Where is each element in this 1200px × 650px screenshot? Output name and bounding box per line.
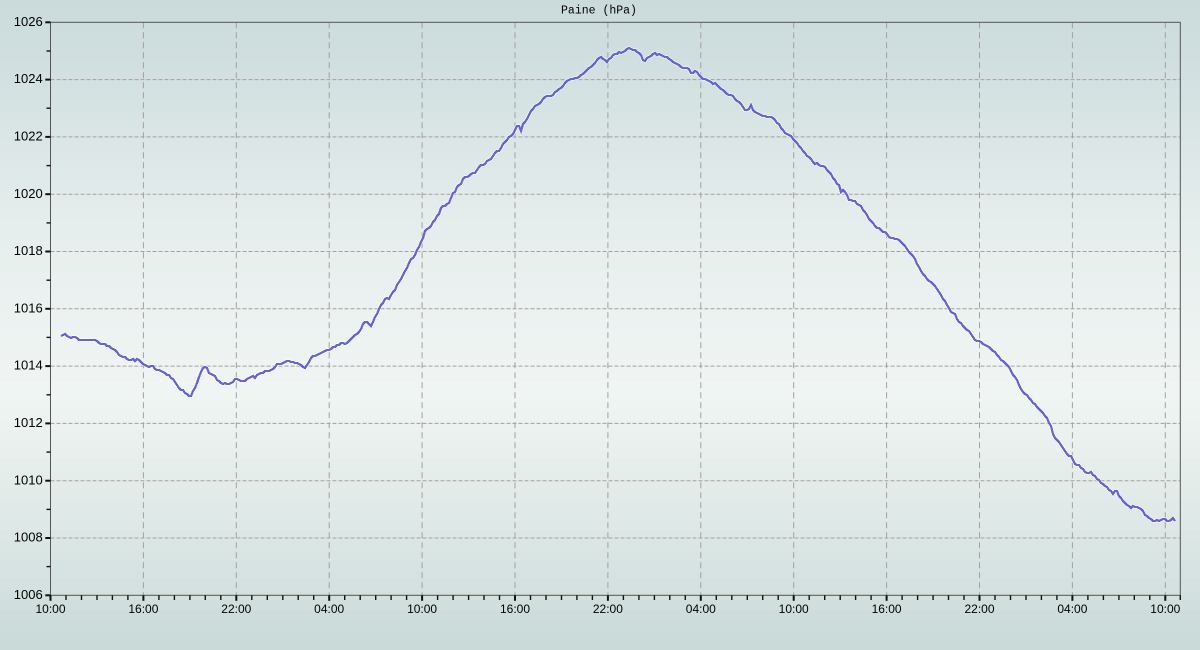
svg-text:22:00: 22:00	[221, 602, 251, 616]
svg-text:1014: 1014	[14, 358, 43, 373]
svg-text:1024: 1024	[14, 71, 43, 86]
svg-text:10:00: 10:00	[779, 602, 809, 616]
svg-text:04:00: 04:00	[686, 602, 716, 616]
svg-text:04:00: 04:00	[1057, 602, 1087, 616]
svg-text:1018: 1018	[14, 243, 43, 258]
svg-text:1010: 1010	[14, 472, 43, 487]
svg-text:1026: 1026	[14, 14, 43, 29]
svg-text:Paine (hPa): Paine (hPa)	[561, 5, 637, 18]
svg-text:1016: 1016	[14, 300, 43, 315]
svg-text:16:00: 16:00	[872, 602, 902, 616]
svg-text:1008: 1008	[14, 530, 43, 545]
svg-text:1012: 1012	[14, 415, 43, 430]
svg-text:16:00: 16:00	[128, 602, 158, 616]
svg-text:1006: 1006	[14, 587, 43, 602]
svg-text:10:00: 10:00	[407, 602, 437, 616]
svg-text:1020: 1020	[14, 186, 43, 201]
svg-text:16:00: 16:00	[500, 602, 530, 616]
svg-text:04:00: 04:00	[314, 602, 344, 616]
svg-text:1022: 1022	[14, 129, 43, 144]
svg-text:22:00: 22:00	[964, 602, 994, 616]
svg-text:22:00: 22:00	[593, 602, 623, 616]
svg-text:10:00: 10:00	[1150, 602, 1180, 616]
svg-text:10:00: 10:00	[35, 602, 65, 616]
